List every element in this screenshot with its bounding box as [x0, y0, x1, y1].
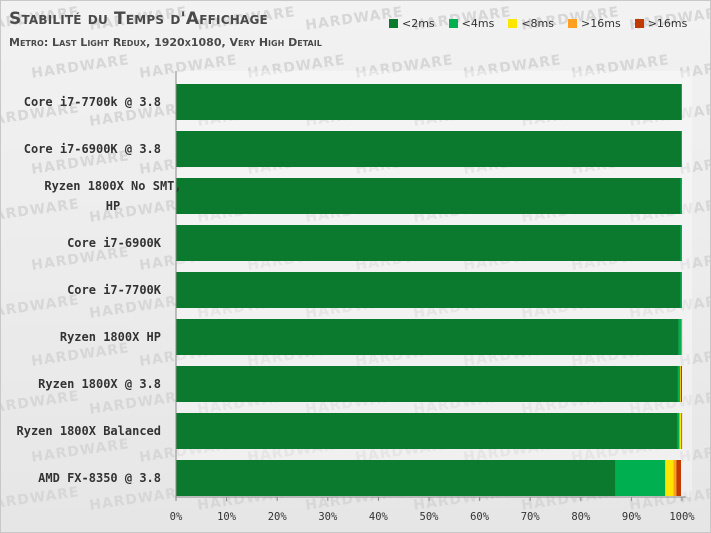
x-tick-label: 40%	[369, 511, 389, 523]
bar-segment	[176, 319, 679, 355]
category-label: Ryzen 1800X @ 3.8	[38, 377, 161, 391]
x-tick-label: 50%	[420, 511, 440, 523]
bar-segment	[176, 272, 681, 308]
bar-segment	[615, 460, 666, 496]
bar-segment	[681, 319, 683, 355]
bar-segment	[680, 131, 682, 167]
legend-swatch	[508, 18, 518, 28]
category-label: Core i7-7700K	[67, 283, 162, 297]
legend-label: <4ms	[461, 16, 495, 30]
category-label: Core i7-6900K	[67, 236, 162, 250]
legend-item: <4ms	[448, 16, 495, 30]
bar-segment	[680, 413, 682, 449]
bar-segment	[676, 460, 681, 496]
bar-segment	[673, 460, 677, 496]
legend-item: <8ms	[508, 17, 554, 30]
bar-segment	[680, 178, 682, 214]
legend-swatch	[448, 18, 458, 28]
bar-segment	[680, 84, 682, 120]
category-label: Ryzen 1800X HP	[60, 330, 161, 344]
legend-item: >16ms	[634, 16, 688, 30]
legend-label: >16ms	[647, 16, 688, 30]
bar-segment	[677, 366, 680, 402]
bar-segment	[176, 131, 681, 167]
bar-segment	[681, 413, 683, 449]
legend-item: <2ms	[389, 17, 435, 30]
x-tick-label: 30%	[318, 511, 338, 523]
x-tick-label: 90%	[622, 511, 642, 523]
bar-segment	[176, 460, 616, 496]
legend-swatch	[568, 18, 578, 28]
x-tick-label: 100%	[669, 511, 695, 523]
legend-label: <2ms	[402, 16, 435, 30]
bar-segment	[176, 225, 681, 261]
category-label: Ryzen 1800X No SMT, HP	[44, 179, 181, 213]
legend-swatch	[634, 18, 644, 28]
bar-segment	[679, 366, 681, 402]
chart-legend: <2ms <4ms <8ms >16ms >16ms	[389, 15, 701, 31]
chart-subtitle: Metro: Last Light Redux, 1920x1080, Very…	[9, 36, 322, 49]
bar-segment	[176, 366, 678, 402]
legend-swatch	[389, 18, 398, 28]
category-label: Core i7-7700k @ 3.8	[24, 95, 161, 109]
bar-segment	[680, 366, 682, 402]
legend-label: <8ms	[521, 16, 555, 30]
x-tick-label: 70%	[521, 511, 541, 523]
bar-segment	[680, 366, 682, 402]
chart-title: Stabilité du Temps d'Affichage	[9, 9, 268, 29]
bar-segment	[176, 84, 681, 120]
bar-segment	[665, 460, 674, 496]
bar-segment	[176, 178, 681, 214]
bar-segment	[680, 319, 682, 355]
bar-segment	[176, 413, 678, 449]
bar-segment	[680, 272, 682, 308]
x-tick-label: 20%	[268, 511, 288, 523]
bar-segment	[679, 413, 681, 449]
x-tick-label: 0%	[170, 511, 183, 523]
x-tick-label: 10%	[217, 511, 237, 523]
category-label: Core i7-6900K @ 3.8	[24, 142, 161, 156]
bar-segment	[680, 225, 682, 261]
bar-segment	[677, 413, 680, 449]
x-tick-label: 60%	[470, 511, 490, 523]
legend-label: >16ms	[581, 16, 621, 30]
x-tick-label: 80%	[571, 511, 591, 523]
category-label: AMD FX-8350 @ 3.8	[38, 471, 161, 485]
legend-item: >16ms	[568, 17, 621, 30]
category-label: Ryzen 1800X Balanced	[17, 424, 162, 438]
bar-segment	[678, 319, 681, 355]
